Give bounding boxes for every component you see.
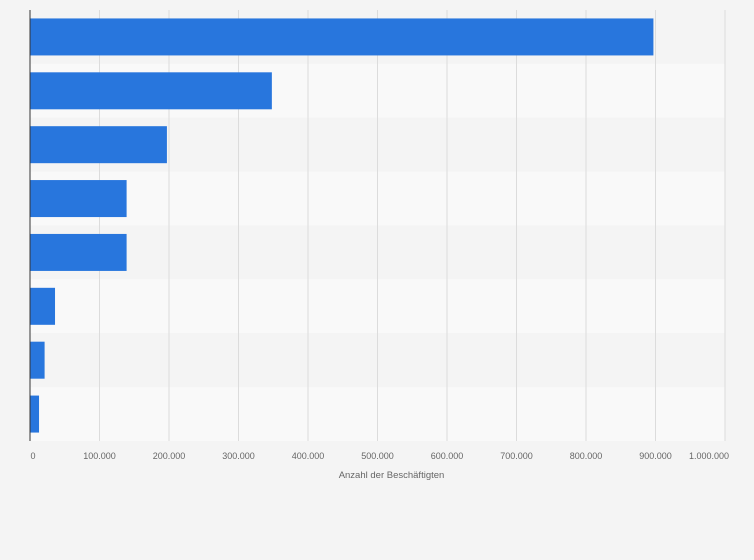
x-axis-title: Anzahl der Beschäftigten: [339, 470, 445, 481]
x-tick-label-0: 0: [30, 451, 35, 461]
x-tick-label-1: 100.000: [83, 451, 116, 461]
bar-2: [30, 72, 272, 110]
x-tick-label-7: 700.000: [500, 451, 533, 461]
bars: [30, 18, 654, 433]
bar-1: [30, 18, 654, 56]
x-tick-label-3: 300.000: [222, 451, 255, 461]
bar-3: [30, 126, 167, 164]
x-tick-label-4: 400.000: [292, 451, 325, 461]
bar-7: [30, 341, 45, 379]
bar-6: [30, 287, 56, 325]
bar-5: [30, 233, 127, 271]
x-tick-label-5: 500.000: [361, 451, 394, 461]
x-tick-label-6: 600.000: [431, 451, 464, 461]
x-tick-label-8: 800.000: [570, 451, 603, 461]
bar-4: [30, 180, 127, 218]
x-tick-label-9: 900.000: [639, 451, 672, 461]
x-tick-label-2: 200.000: [153, 451, 186, 461]
x-axis-ticks: 0 100.000 200.000 300.000 400.000 500.000 600.…: [30, 451, 729, 461]
x-tick-label-10: 1.000.000: [689, 451, 729, 461]
bar-8: [30, 395, 40, 433]
